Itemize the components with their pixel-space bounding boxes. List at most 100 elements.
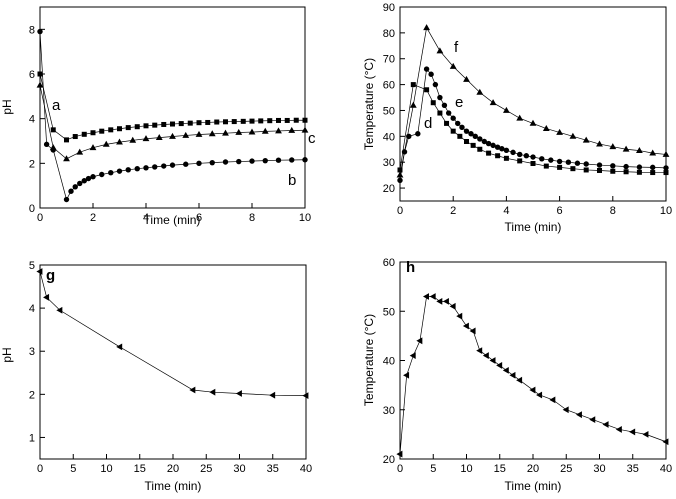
- data-point: [205, 119, 211, 125]
- data-point: [428, 71, 434, 77]
- curve-label-c: c: [308, 130, 316, 147]
- data-point: [293, 117, 299, 123]
- data-point: [129, 136, 137, 143]
- data-point: [481, 138, 488, 145]
- data-point: [409, 352, 416, 359]
- data-point: [302, 157, 308, 163]
- series-d: [397, 82, 669, 176]
- data-point: [77, 180, 83, 187]
- data-point: [289, 157, 295, 163]
- data-point: [517, 158, 523, 164]
- data-point: [663, 165, 669, 171]
- data-point: [37, 28, 43, 35]
- data-point: [455, 120, 461, 127]
- x-tick-label: 2: [90, 212, 96, 224]
- data-point: [189, 386, 196, 394]
- x-tick-label: 30: [593, 463, 605, 475]
- data-point: [609, 143, 617, 150]
- y-tick-label: 3: [29, 346, 35, 358]
- data-point: [556, 158, 563, 165]
- data-point: [449, 302, 456, 310]
- data-point: [464, 139, 469, 145]
- data-point: [183, 161, 189, 167]
- data-point: [575, 411, 582, 419]
- data-point: [152, 164, 158, 170]
- data-point: [602, 421, 609, 428]
- data-point: [548, 157, 554, 163]
- data-point: [423, 66, 430, 72]
- x-tick-label: 10: [100, 463, 112, 475]
- x-axis-label: Time (min): [505, 220, 562, 234]
- data-point: [530, 160, 536, 166]
- data-point: [569, 132, 577, 139]
- data-point: [56, 306, 63, 314]
- series-layer: [396, 293, 669, 458]
- data-point: [517, 151, 523, 158]
- data-point: [523, 153, 530, 159]
- data-point: [72, 184, 78, 190]
- data-point: [81, 178, 87, 184]
- data-point: [476, 347, 483, 355]
- data-point: [152, 122, 158, 128]
- data-point: [170, 121, 175, 127]
- data-point: [403, 371, 410, 379]
- x-tick-label: 6: [557, 205, 563, 217]
- data-point: [409, 101, 417, 108]
- data-point: [649, 149, 657, 156]
- data-point: [85, 175, 92, 182]
- data-point: [415, 131, 421, 137]
- data-point: [441, 102, 448, 108]
- data-point: [432, 81, 439, 88]
- data-point: [650, 170, 656, 176]
- data-point: [596, 162, 603, 168]
- data-point: [663, 170, 669, 176]
- series-layer: [36, 268, 309, 400]
- data-point: [223, 119, 228, 125]
- x-tick-label: 30: [233, 463, 245, 475]
- data-point: [622, 145, 630, 152]
- data-point: [516, 376, 523, 384]
- data-point: [81, 131, 87, 137]
- data-point: [195, 130, 203, 137]
- x-tick-label: 25: [200, 463, 212, 475]
- y-axis-label: pH: [0, 347, 14, 362]
- data-point: [429, 293, 436, 300]
- data-point: [468, 131, 474, 137]
- data-point: [470, 142, 476, 148]
- axis-ticks: [399, 6, 667, 201]
- y-tick-label: 70: [383, 54, 395, 66]
- data-point: [529, 386, 536, 394]
- x-axis-label: Time (min): [145, 479, 202, 493]
- x-tick-label: 20: [167, 463, 179, 475]
- series-layer: [396, 24, 670, 184]
- series-line-0: [36, 268, 309, 400]
- data-point: [125, 125, 131, 131]
- data-point: [275, 127, 282, 134]
- plot-frame: [399, 261, 667, 460]
- data-point: [463, 128, 470, 134]
- data-point: [236, 158, 242, 165]
- y-tick-label: 90: [383, 2, 395, 14]
- y-tick-label: 8: [29, 24, 35, 36]
- panel-top-right-temperature: 0 2 4 6 8 10 20 30 40 50 60 70 80 90 Time (min) Tempe…: [362, 2, 672, 234]
- series-line-0: [396, 293, 669, 458]
- data-point: [410, 82, 416, 88]
- data-point: [503, 106, 510, 113]
- series-a: [37, 71, 308, 143]
- data-point: [499, 146, 505, 152]
- data-point: [462, 322, 469, 330]
- y-tick-label: 30: [383, 405, 395, 417]
- data-point: [50, 127, 56, 133]
- data-point: [423, 24, 430, 31]
- y-tick-label: 20: [383, 183, 395, 195]
- data-point: [89, 144, 97, 151]
- data-point: [302, 117, 308, 123]
- data-point: [187, 120, 193, 126]
- data-point: [267, 118, 273, 124]
- y-tick-label: 40: [383, 131, 395, 143]
- x-tick-label: 6: [196, 212, 202, 224]
- data-point: [288, 126, 296, 133]
- data-point: [456, 312, 463, 320]
- y-tick-label: 30: [383, 157, 395, 169]
- data-point: [596, 140, 603, 147]
